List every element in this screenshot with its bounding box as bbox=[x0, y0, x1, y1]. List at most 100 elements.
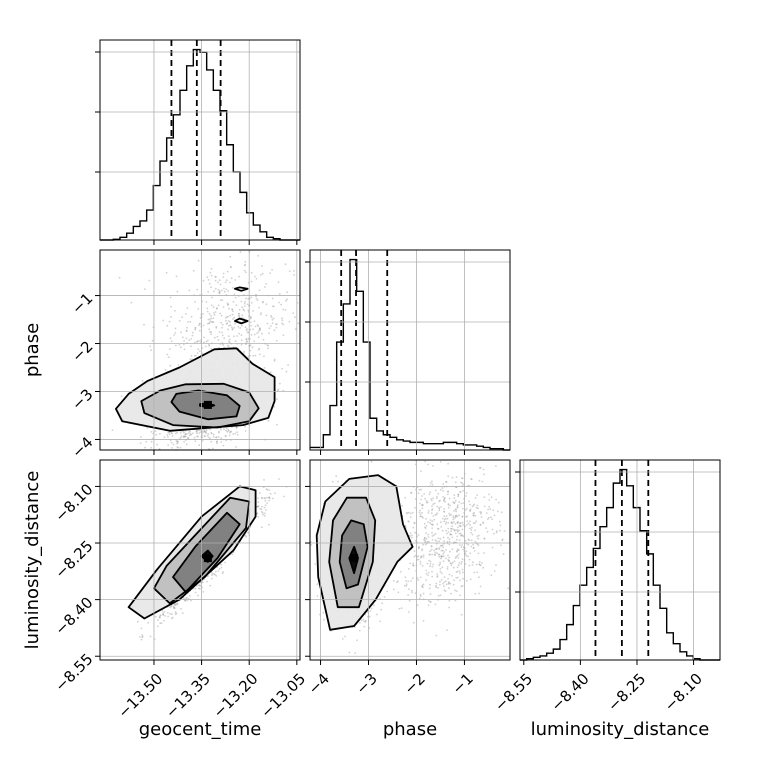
sample-point bbox=[207, 436, 210, 439]
sample-point bbox=[444, 517, 447, 520]
sample-point bbox=[271, 322, 274, 324]
sample-point bbox=[118, 276, 121, 279]
sample-point bbox=[253, 320, 256, 323]
sample-point bbox=[246, 331, 249, 334]
sample-point bbox=[265, 303, 268, 306]
sample-point bbox=[185, 313, 187, 315]
sample-point bbox=[244, 260, 247, 263]
sample-point bbox=[203, 430, 206, 432]
sample-point bbox=[161, 609, 164, 612]
sample-point bbox=[266, 488, 269, 491]
sample-point bbox=[269, 272, 271, 274]
sample-point bbox=[246, 328, 248, 330]
sample-point bbox=[185, 433, 188, 435]
sample-point bbox=[199, 585, 202, 587]
sample-point bbox=[208, 321, 211, 324]
sample-point bbox=[167, 436, 169, 438]
sample-point bbox=[219, 283, 222, 286]
sample-point bbox=[386, 590, 388, 593]
sample-point bbox=[185, 435, 187, 438]
sample-point bbox=[238, 332, 241, 335]
sample-point bbox=[500, 544, 502, 547]
sample-point bbox=[281, 319, 284, 322]
sample-point bbox=[211, 574, 213, 576]
sample-point bbox=[258, 289, 261, 292]
sample-point bbox=[264, 504, 267, 507]
sample-point bbox=[424, 460, 427, 463]
sample-point bbox=[240, 339, 243, 342]
sample-point bbox=[282, 323, 285, 326]
sample-point bbox=[183, 340, 186, 342]
sample-point bbox=[202, 324, 205, 327]
sample-point bbox=[215, 436, 217, 439]
sample-point bbox=[212, 306, 215, 309]
sample-point bbox=[245, 338, 248, 341]
sample-point bbox=[150, 430, 153, 433]
sample-point bbox=[237, 312, 240, 315]
sample-point bbox=[220, 321, 223, 324]
sample-point bbox=[370, 607, 373, 610]
sample-point bbox=[316, 583, 319, 586]
sample-point bbox=[280, 303, 282, 306]
sample-point bbox=[400, 607, 403, 610]
sample-point bbox=[194, 327, 197, 329]
sample-point bbox=[222, 444, 225, 447]
sample-point bbox=[221, 572, 224, 575]
sample-point bbox=[220, 563, 223, 566]
sample-point bbox=[228, 324, 230, 327]
sample-point bbox=[273, 358, 276, 361]
sample-point bbox=[240, 300, 243, 303]
sample-point bbox=[370, 460, 373, 463]
sample-point bbox=[143, 323, 145, 326]
sample-point bbox=[174, 613, 177, 616]
sample-point bbox=[360, 619, 363, 622]
sample-point bbox=[170, 441, 173, 444]
sample-point bbox=[264, 514, 266, 517]
sample-point bbox=[254, 354, 257, 357]
sample-point bbox=[262, 339, 265, 341]
sample-point bbox=[372, 604, 375, 607]
sample-point bbox=[162, 613, 165, 616]
sample-point bbox=[220, 428, 222, 431]
sample-point bbox=[157, 625, 159, 628]
sample-point bbox=[220, 314, 223, 317]
sample-point bbox=[260, 312, 262, 314]
sample-point bbox=[447, 490, 449, 493]
sample-point bbox=[224, 561, 227, 564]
sample-point bbox=[217, 570, 220, 572]
sample-point bbox=[197, 584, 200, 586]
sample-point bbox=[263, 367, 266, 369]
sample-point bbox=[173, 334, 176, 336]
sample-point bbox=[163, 619, 166, 622]
sample-point bbox=[205, 429, 208, 432]
sample-point bbox=[176, 602, 179, 605]
sample-point bbox=[292, 270, 295, 272]
sample-point bbox=[250, 280, 253, 283]
sample-point bbox=[460, 585, 463, 588]
sample-point bbox=[185, 443, 188, 446]
sample-point bbox=[210, 267, 213, 270]
sample-point bbox=[269, 325, 272, 327]
sample-point bbox=[216, 440, 219, 443]
sample-point bbox=[255, 277, 258, 280]
sample-point bbox=[202, 313, 204, 315]
sample-point bbox=[223, 290, 226, 293]
sample-point bbox=[231, 553, 234, 556]
sample-point bbox=[270, 316, 273, 319]
sample-point bbox=[433, 502, 436, 505]
sample-point bbox=[215, 436, 218, 438]
sample-point bbox=[186, 599, 189, 602]
sample-point bbox=[190, 345, 192, 347]
sample-point bbox=[149, 345, 152, 348]
sample-point bbox=[171, 432, 174, 435]
sample-point bbox=[241, 324, 243, 327]
sample-point bbox=[286, 298, 288, 301]
sample-point bbox=[266, 496, 268, 499]
sample-point bbox=[239, 327, 242, 329]
sample-point bbox=[182, 430, 185, 433]
sample-point bbox=[189, 595, 191, 597]
sample-point bbox=[410, 580, 412, 582]
sample-point bbox=[249, 316, 252, 319]
sample-point bbox=[259, 313, 262, 316]
sample-point bbox=[150, 446, 153, 449]
